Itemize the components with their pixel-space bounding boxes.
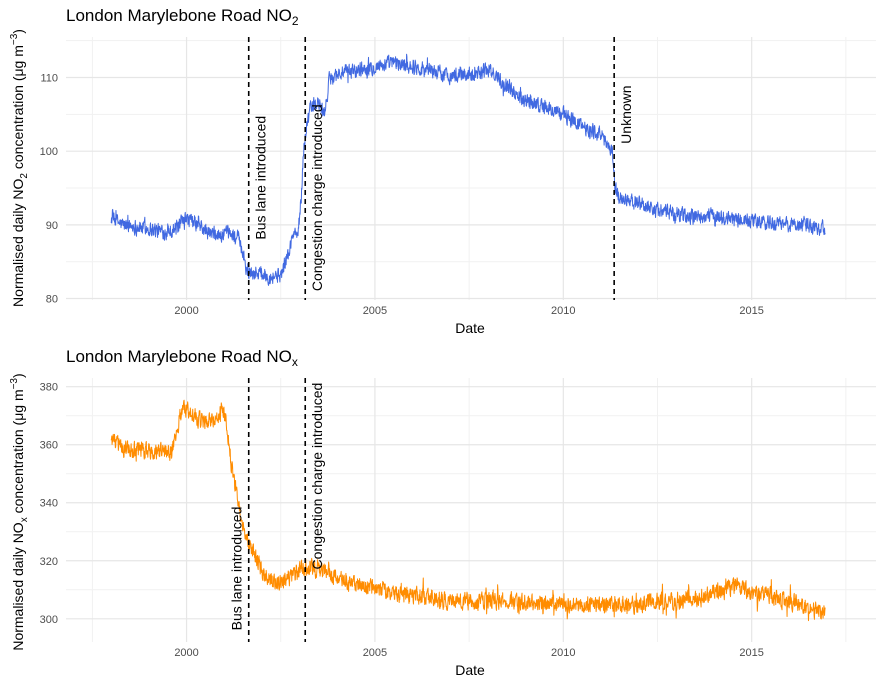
nox-y-tick-label: 360: [40, 440, 58, 452]
nox-y-axis-label: Normalised daily NOx concentration (μg m…: [9, 373, 30, 650]
nox-x-tick-label: 2000: [174, 647, 198, 659]
nox-event-label: Congestion charge introduced: [309, 383, 325, 570]
no2-y-axis-label: Normalised daily NO2 concentration (μg m…: [9, 29, 30, 307]
no2-event-label: Unknown: [618, 85, 634, 143]
no2-event-label: Congestion charge introduced: [309, 104, 325, 291]
no2-panel: London Marylebone Road NO2 Normalised da…: [9, 6, 876, 336]
nox-panel: London Marylebone Road NOx Normalised da…: [9, 347, 876, 678]
no2-x-tick-label: 2010: [551, 305, 575, 317]
no2-y-tick-label: 90: [46, 220, 58, 232]
nox-x-tick-label: 2015: [739, 647, 763, 659]
no2-x-tick-label: 2005: [363, 305, 387, 317]
no2-x-tick-label: 2000: [174, 305, 198, 317]
nox-x-tick-label: 2010: [551, 647, 575, 659]
nox-y-tick-label: 320: [40, 556, 58, 568]
nox-x-axis-label: Date: [455, 662, 485, 678]
no2-event-label: Bus lane introduced: [253, 116, 269, 240]
nox-series-line: [110, 399, 826, 622]
no2-series-line: [110, 53, 826, 286]
no2-y-tick-label: 100: [40, 146, 58, 158]
nox-event-label: Bus lane introduced: [229, 507, 245, 631]
nox-x-tick-label: 2005: [363, 647, 387, 659]
no2-x-tick-label: 2015: [739, 305, 763, 317]
no2-x-axis-label: Date: [455, 320, 485, 336]
nox-y-tick-label: 300: [40, 614, 58, 626]
nox-y-tick-label: 340: [40, 498, 58, 510]
no2-y-tick-label: 80: [46, 294, 58, 306]
nox-y-tick-label: 380: [40, 382, 58, 394]
no2-title: London Marylebone Road NO2: [66, 6, 299, 28]
nox-title: London Marylebone Road NOx: [66, 347, 298, 369]
no2-y-tick-label: 110: [40, 73, 58, 85]
